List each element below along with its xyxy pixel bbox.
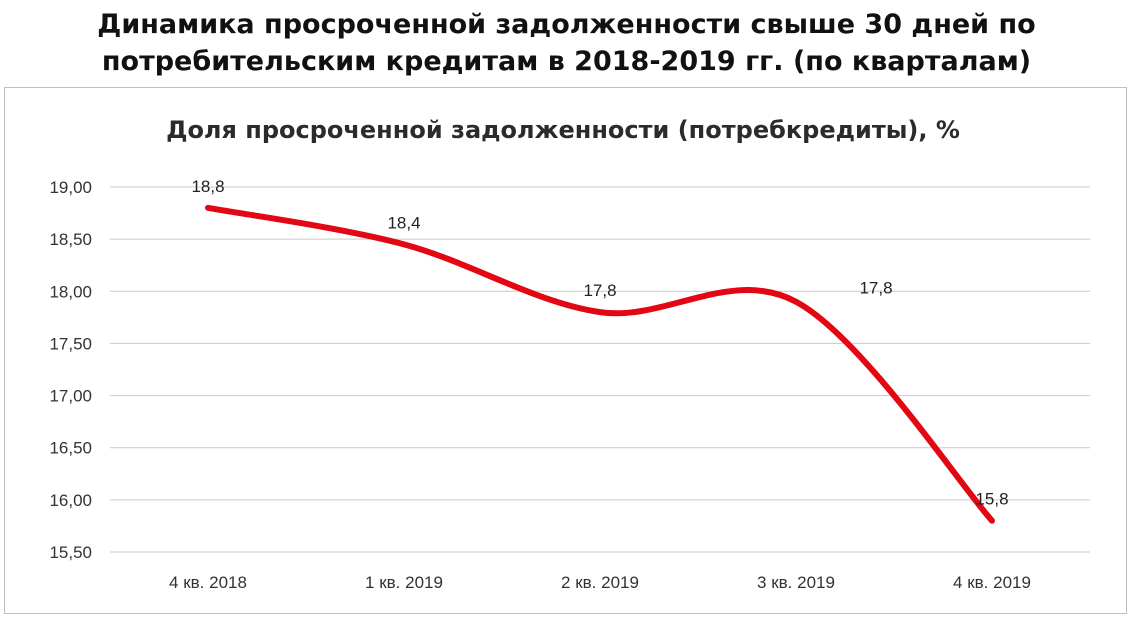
chart-title: Доля просроченной задолженности (потребк… bbox=[166, 116, 960, 144]
data-label: 17,8 bbox=[583, 281, 616, 300]
page-title: Динамика просроченной задолженности свыш… bbox=[0, 6, 1133, 80]
y-tick-label: 18,00 bbox=[49, 282, 92, 301]
y-tick-label: 19,00 bbox=[49, 178, 92, 197]
y-tick-label: 17,50 bbox=[49, 334, 92, 353]
data-label: 15,8 bbox=[975, 490, 1008, 509]
page-title-line-2: потребительским кредитам в 2018-2019 гг.… bbox=[101, 46, 1032, 77]
y-tick-label: 18,50 bbox=[49, 230, 92, 249]
x-tick-label: 2 кв. 2019 bbox=[561, 573, 639, 592]
data-label: 18,8 bbox=[191, 177, 224, 196]
page-title-line-1: Динамика просроченной задолженности свыш… bbox=[97, 9, 1036, 40]
chart-frame bbox=[4, 87, 1127, 614]
data-label: 17,8 bbox=[859, 279, 892, 298]
x-tick-label: 4 кв. 2019 bbox=[953, 573, 1031, 592]
grid-lines bbox=[110, 186, 1090, 553]
data-label: 18,4 bbox=[387, 213, 420, 232]
x-tick-label: 3 кв. 2019 bbox=[757, 573, 835, 592]
y-tick-label: 17,00 bbox=[49, 387, 92, 406]
y-axis-ticks: 19,00 18,50 18,00 17,50 17,00 16,50 16,00 15,50 bbox=[49, 178, 92, 562]
x-tick-label: 4 кв. 2018 bbox=[169, 573, 247, 592]
data-labels: 18,8 18,4 17,8 17,8 15,8 bbox=[191, 177, 1008, 509]
y-tick-label: 16,00 bbox=[49, 491, 92, 510]
x-tick-label: 1 кв. 2019 bbox=[365, 573, 443, 592]
series-line bbox=[205, 204, 995, 524]
x-axis-ticks: 4 кв. 2018 1 кв. 2019 2 кв. 2019 3 кв. 2019… bbox=[169, 573, 1031, 592]
y-tick-label: 15,50 bbox=[49, 543, 92, 562]
y-tick-label: 16,50 bbox=[49, 439, 92, 458]
series-layer bbox=[205, 204, 995, 524]
